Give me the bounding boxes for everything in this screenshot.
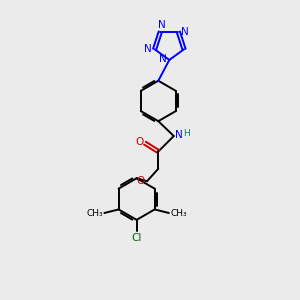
Text: N: N xyxy=(181,27,189,37)
Text: O: O xyxy=(136,176,145,186)
Text: N: N xyxy=(175,130,183,140)
Text: N: N xyxy=(159,54,167,64)
Text: Cl: Cl xyxy=(131,233,142,243)
Text: N: N xyxy=(158,20,166,30)
Text: N: N xyxy=(144,44,152,54)
Text: O: O xyxy=(135,137,143,147)
Text: CH₃: CH₃ xyxy=(86,208,103,217)
Text: H: H xyxy=(184,129,190,138)
Text: CH₃: CH₃ xyxy=(170,208,187,217)
